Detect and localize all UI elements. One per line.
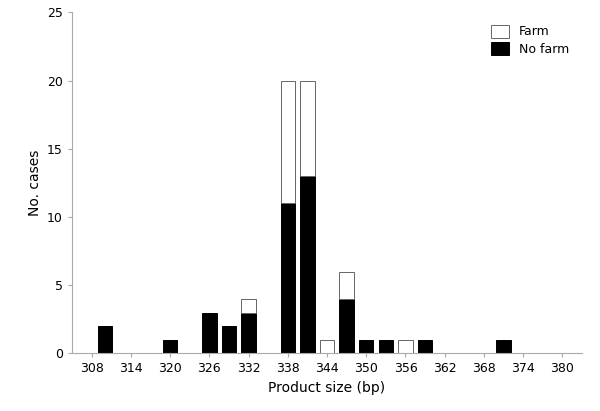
Bar bbox=[241, 312, 256, 353]
Bar bbox=[163, 340, 177, 353]
Bar bbox=[496, 340, 511, 353]
Legend: Farm, No farm: Farm, No farm bbox=[484, 18, 576, 62]
Bar bbox=[398, 340, 413, 353]
Bar bbox=[300, 81, 314, 176]
Bar bbox=[300, 176, 314, 353]
Bar bbox=[340, 272, 354, 299]
Bar bbox=[202, 312, 217, 353]
X-axis label: Product size (bp): Product size (bp) bbox=[268, 381, 386, 395]
Bar bbox=[241, 299, 256, 312]
Bar bbox=[281, 81, 295, 203]
Y-axis label: No. cases: No. cases bbox=[28, 150, 41, 216]
Bar bbox=[320, 340, 334, 353]
Bar bbox=[340, 299, 354, 353]
Bar bbox=[359, 340, 373, 353]
Bar bbox=[281, 203, 295, 353]
Bar bbox=[379, 340, 393, 353]
Bar bbox=[418, 340, 432, 353]
Bar bbox=[97, 326, 112, 353]
Bar bbox=[222, 326, 236, 353]
